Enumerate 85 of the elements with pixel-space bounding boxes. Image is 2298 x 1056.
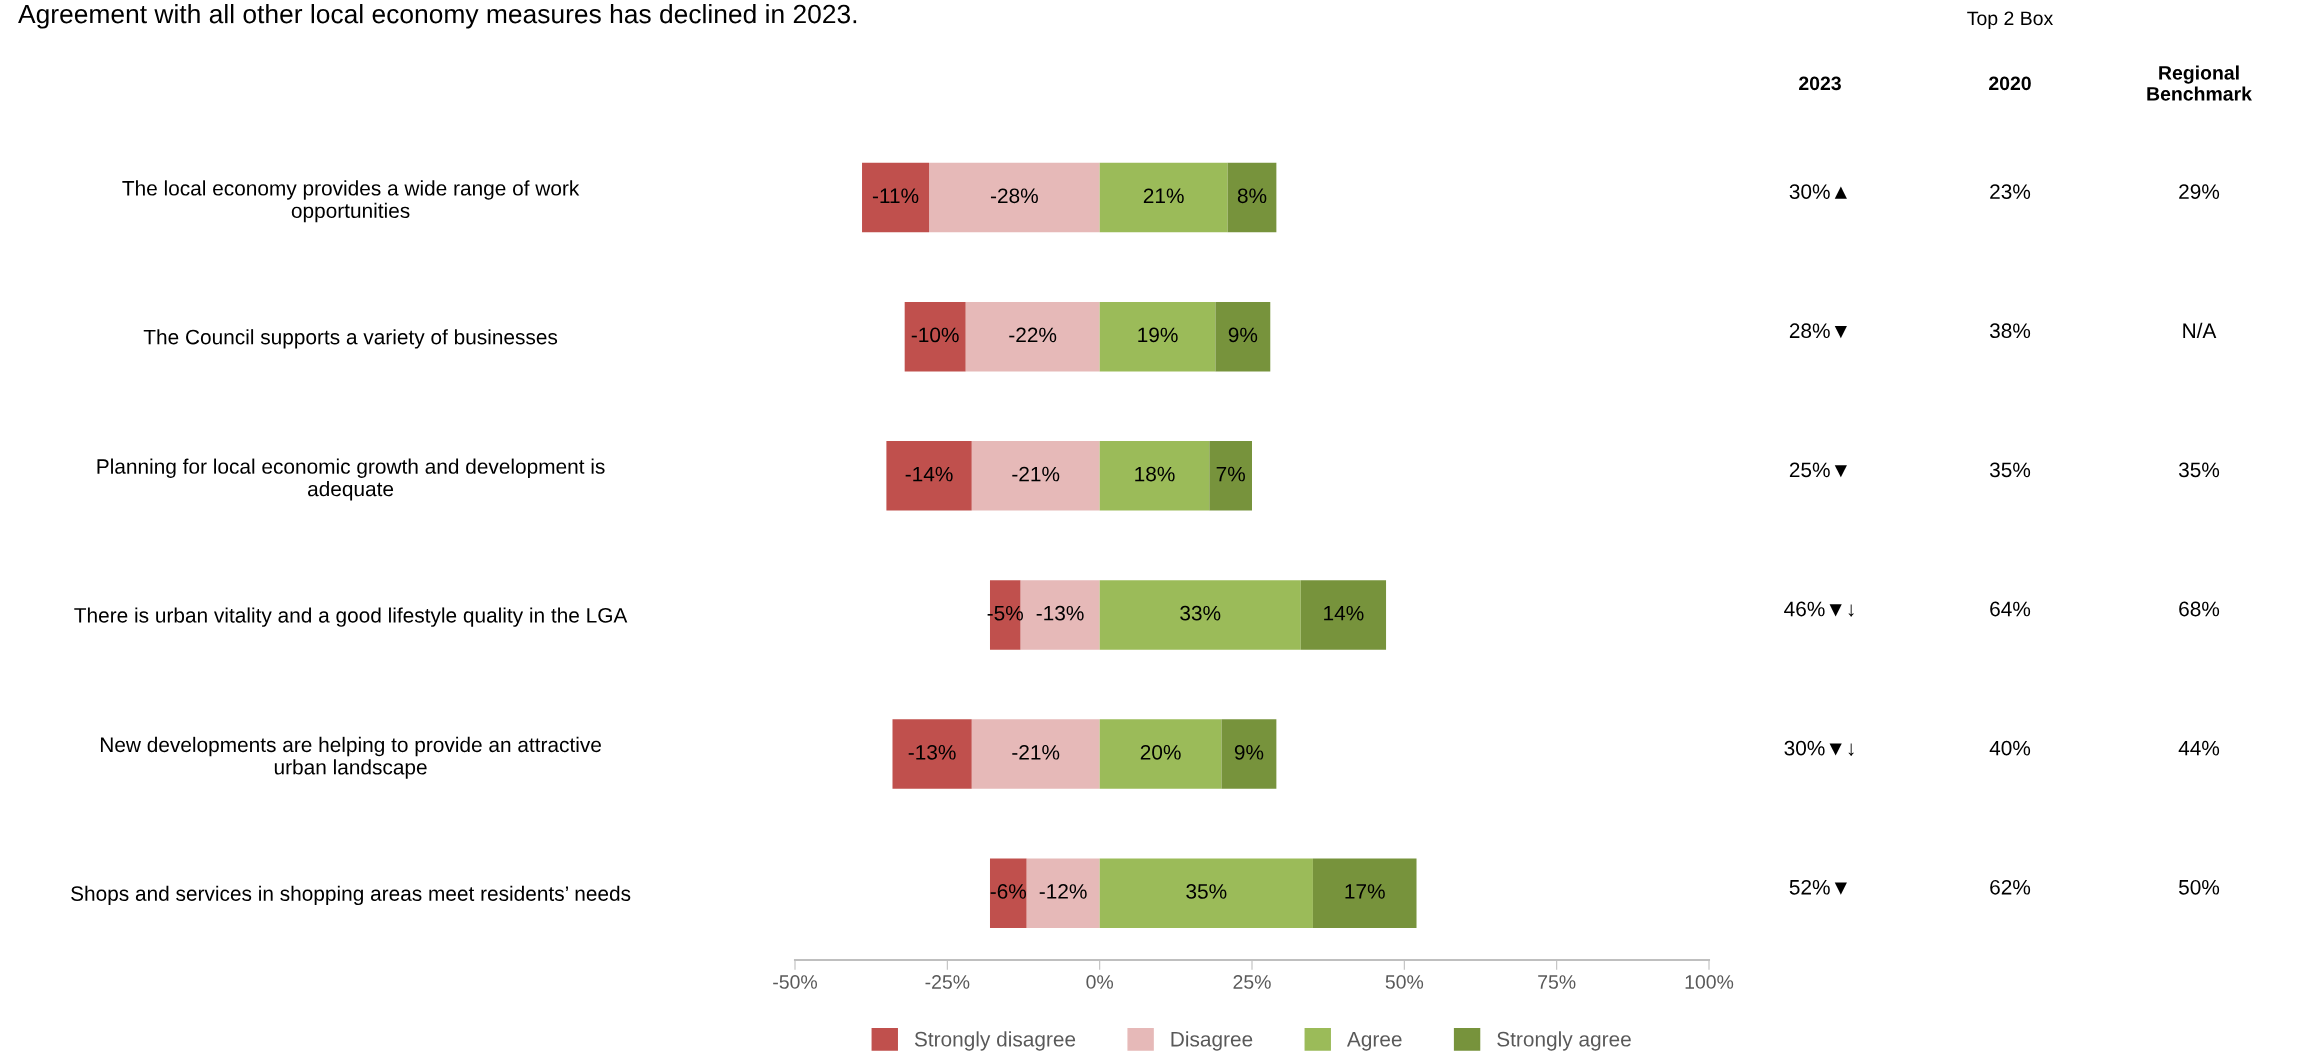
data-label: 14%	[1324, 605, 1364, 621]
text: Regional Benchmark	[2147, 65, 2252, 101]
text: 44%	[2178, 740, 2220, 756]
bar	[1312, 858, 1417, 928]
text: N/A	[2183, 322, 2217, 339]
data-label: -22%	[1009, 327, 1057, 343]
text: 29%	[2179, 184, 2220, 199]
x-tick-label: 75%	[1538, 975, 1576, 989]
data-label: 7%	[1216, 466, 1245, 482]
data-label: -21%	[1012, 744, 1060, 760]
text: Agreement with all other local economy measures has declined in 2023.	[18, 4, 857, 29]
data-label: -14%	[905, 466, 953, 482]
x-tick-label: -50%	[773, 975, 818, 989]
y-tick-label: The local economy provides a wide range of work opportunities	[122, 180, 580, 223]
y-tick-label: Shops and services in shopping areas meet residents’ needs	[71, 885, 631, 906]
text: 52%▼	[1789, 879, 1847, 895]
x-tick-label: 0%	[1086, 975, 1114, 989]
bar	[1099, 580, 1301, 650]
text: 23%	[1990, 184, 2031, 199]
bar	[862, 162, 930, 233]
data-label: -6%	[990, 884, 1027, 899]
text: 35%	[2178, 462, 2220, 478]
legend-label: Disagree	[1171, 1031, 1253, 1051]
data-label: 19%	[1138, 327, 1178, 343]
bar	[886, 441, 972, 511]
legend-label: Strongly disagree	[914, 1031, 1076, 1051]
text: 30%▼↓	[1784, 740, 1854, 756]
data-label: 33%	[1180, 605, 1221, 621]
bar	[1099, 719, 1222, 789]
x-tick-label: -25%	[925, 975, 970, 989]
bar	[1099, 858, 1313, 928]
text: 28%▼	[1789, 323, 1847, 339]
text: 68%	[2179, 601, 2220, 617]
data-label: 17%	[1345, 884, 1385, 899]
bar	[1300, 580, 1387, 650]
bar	[989, 858, 1027, 928]
data-label: 8%	[1237, 188, 1267, 204]
text: 38%	[1989, 323, 2031, 339]
bar	[1099, 301, 1216, 372]
text: 40%	[1989, 740, 2031, 756]
data-label: -10%	[911, 327, 959, 343]
bar	[1209, 441, 1252, 511]
text: 25%▼	[1789, 462, 1847, 478]
bar	[892, 719, 972, 789]
legend-label: Strongly agree	[1497, 1031, 1631, 1051]
data-label: -13%	[908, 744, 956, 760]
legend-label: Agree	[1346, 1032, 1402, 1051]
bar	[971, 719, 1100, 789]
text: 2023	[1799, 76, 1841, 91]
bar	[929, 162, 1100, 233]
x-tick-label: 25%	[1233, 975, 1271, 989]
y-tick-label: Planning for local economic growth and development is adequate	[97, 458, 605, 501]
data-label: 9%	[1234, 744, 1264, 760]
y-tick-label: New developments are helping to provide an attractive urban landscape	[100, 736, 601, 779]
data-label: 35%	[1186, 884, 1227, 899]
bar	[1215, 301, 1271, 372]
bar	[971, 441, 1100, 511]
data-label: 20%	[1140, 744, 1181, 760]
y-tick-label: The Council supports a variety of businesses	[143, 329, 558, 349]
text: 46%▼↓	[1784, 601, 1854, 617]
bar	[1099, 441, 1210, 511]
data-label: -28%	[990, 188, 1038, 204]
data-label: 21%	[1143, 188, 1184, 204]
bar	[1026, 858, 1100, 928]
text: 35%	[1989, 462, 2031, 478]
bar	[1221, 719, 1277, 789]
data-label: -13%	[1036, 605, 1084, 621]
data-label: 9%	[1228, 327, 1258, 343]
text: 30%▲	[1789, 184, 1847, 199]
data-label: -21%	[1012, 466, 1060, 482]
text: Top 2 Box	[1967, 11, 2054, 30]
text: 2020	[1989, 76, 2031, 91]
y-tick-label: There is urban vitality and a good lifestyle quality in the LGA	[74, 607, 628, 627]
x-tick-label: 100%	[1685, 975, 1734, 989]
bar	[965, 301, 1100, 372]
data-label: -12%	[1039, 884, 1087, 899]
bar	[1227, 162, 1277, 233]
text: 62%	[1990, 879, 2031, 895]
bar	[904, 301, 966, 372]
x-tick-label: 50%	[1385, 975, 1424, 989]
text: 64%	[1990, 601, 2031, 617]
text: 50%	[2178, 879, 2220, 895]
data-label: -11%	[872, 188, 919, 204]
bar	[1099, 162, 1228, 233]
data-label: 18%	[1135, 466, 1175, 482]
